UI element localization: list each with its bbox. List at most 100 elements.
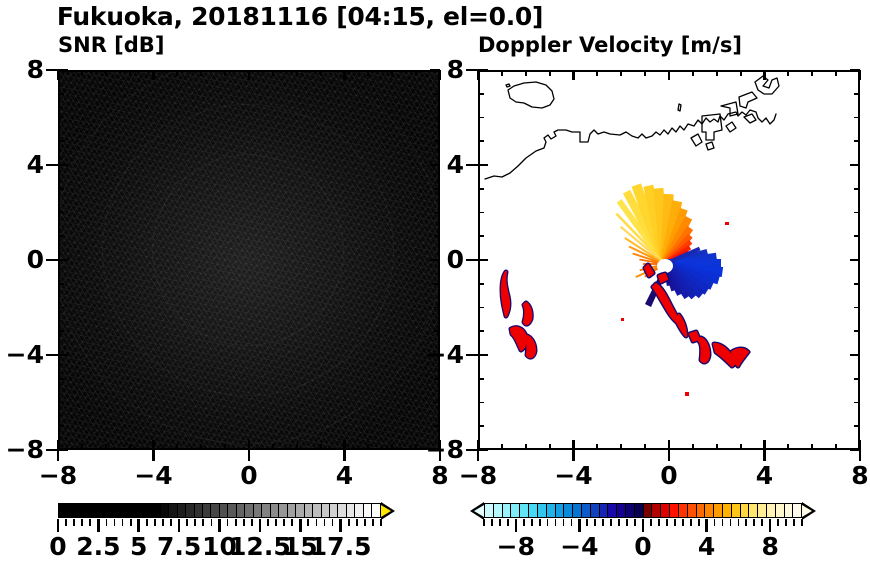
- y-axis-tick-label: 8: [446, 55, 464, 84]
- colorbar-swatch: [185, 504, 194, 517]
- colorbar-minor-tick: [242, 519, 245, 526]
- colorbar-swatch: [660, 504, 670, 517]
- y-axis-minor-tick: [478, 401, 484, 404]
- y-axis-minor-tick: [478, 92, 484, 95]
- colorbar-swatch: [686, 504, 696, 517]
- colorbar-swatch: [774, 504, 784, 517]
- colorbar-swatch: [74, 504, 84, 517]
- x-axis-minor-tick: [415, 444, 418, 450]
- colorbar-minor-tick: [65, 519, 67, 526]
- colorbar-minor-tick: [307, 519, 310, 526]
- colorbar-swatch: [108, 504, 118, 517]
- y-axis-major-tick: [58, 448, 68, 452]
- x-axis-major-tick: [667, 70, 671, 80]
- x-axis-tick-label: 0: [240, 461, 258, 490]
- x-axis-major-tick: [572, 440, 575, 450]
- colorbar-minor-tick: [291, 519, 294, 526]
- colorbar-swatch: [598, 504, 608, 517]
- snr-colorbar-gradient[interactable]: [58, 503, 381, 518]
- y-axis-major-tick-outer: [466, 353, 478, 357]
- colorbar-minor-tick: [483, 519, 485, 526]
- colorbar-minor-tick: [673, 519, 676, 526]
- colorbar-swatch: [218, 504, 228, 517]
- colorbar-minor-tick: [162, 519, 164, 526]
- x-axis-minor-tick: [176, 70, 179, 76]
- y-axis-major-tick: [478, 258, 488, 262]
- colorbar-minor-tick: [283, 519, 285, 526]
- x-axis-major-tick: [56, 440, 60, 450]
- colorbar-swatch: [492, 504, 502, 517]
- x-axis-major-tick: [572, 70, 575, 80]
- colorbar-swatch: [210, 504, 219, 517]
- x-axis-minor-tick: [271, 444, 274, 450]
- y-axis-major-tick: [850, 68, 860, 72]
- colorbar-swatch: [739, 504, 749, 517]
- colorbar-tick-label: −8: [496, 532, 535, 561]
- colorbar-minor-tick: [721, 519, 724, 526]
- colorbar-minor-tick: [530, 519, 533, 526]
- colorbar-minor-tick: [665, 519, 668, 526]
- colorbar-swatch: [286, 504, 296, 517]
- snr-colorbar[interactable]: [58, 502, 395, 521]
- y-axis-minor-tick: [58, 235, 64, 238]
- y-axis-major-tick: [430, 258, 440, 262]
- colorbar-swatch: [100, 504, 109, 517]
- doppler-speckle: [621, 222, 729, 396]
- doppler-colorbar[interactable]: [470, 502, 830, 521]
- y-axis-minor-tick: [854, 211, 860, 214]
- y-axis-tick-label: 0: [446, 245, 464, 274]
- x-axis-minor-tick: [224, 70, 227, 76]
- colorbar-swatch: [485, 504, 493, 517]
- snr-panel-title: SNR [dB]: [58, 33, 165, 57]
- colorbar-minor-tick: [113, 519, 116, 526]
- y-axis-minor-tick: [58, 425, 64, 428]
- colorbar-swatch: [142, 504, 152, 517]
- colorbar-swatch: [193, 504, 202, 517]
- colorbar-major-tick: [258, 519, 262, 532]
- y-axis-major-tick: [478, 353, 488, 357]
- y-axis-major-tick-outer: [46, 448, 58, 452]
- colorbar-swatch: [607, 504, 617, 517]
- colorbar-tick-label: 8: [761, 532, 779, 561]
- x-axis-minor-tick: [811, 444, 814, 450]
- colorbar-minor-tick: [681, 519, 684, 526]
- colorbar-minor-tick: [554, 519, 557, 526]
- colorbar-swatch: [528, 504, 537, 517]
- y-axis-major-tick: [478, 68, 488, 72]
- x-axis-minor-tick: [104, 444, 107, 450]
- x-axis-tick-label: −8: [38, 461, 78, 490]
- colorbar-tick-label: 0: [49, 532, 67, 561]
- x-axis-tick-label: 0: [660, 461, 678, 490]
- colorbar-swatch: [677, 504, 687, 517]
- doppler-colorbar-gradient[interactable]: [484, 503, 802, 518]
- y-axis-minor-tick: [434, 377, 440, 380]
- colorbar-swatch: [651, 504, 661, 517]
- y-axis-tick-label: 4: [446, 150, 464, 179]
- x-axis-major-tick-outer: [858, 450, 862, 461]
- x-axis-tick-label: −8: [458, 461, 498, 490]
- colorbar-minor-tick: [250, 519, 253, 526]
- colorbar-swatch: [278, 504, 287, 517]
- x-axis-minor-tick: [367, 70, 370, 76]
- x-axis-major-tick: [858, 440, 862, 450]
- colorbar-tick-label: 10: [202, 532, 237, 561]
- y-axis-major-tick: [850, 448, 860, 452]
- y-axis-major-tick: [850, 353, 860, 357]
- doppler-plot-panel[interactable]: [478, 70, 860, 450]
- doppler-overlay: [484, 75, 780, 396]
- y-axis-minor-tick: [854, 116, 860, 119]
- x-axis-minor-tick: [620, 444, 623, 450]
- colorbar-swatch: [536, 504, 546, 517]
- y-axis-minor-tick: [854, 330, 860, 333]
- colorbar-swatch: [572, 504, 581, 517]
- x-axis-minor-tick: [128, 70, 131, 76]
- x-axis-minor-tick: [787, 70, 790, 76]
- colorbar-minor-tick: [570, 519, 573, 526]
- colorbar-swatch: [362, 504, 372, 517]
- snr-plot-panel[interactable]: [58, 70, 440, 450]
- colorbar-swatch: [66, 504, 75, 517]
- colorbar-swatch: [337, 504, 346, 517]
- colorbar-tick-label: 17.5: [309, 532, 372, 561]
- x-axis-major-tick: [247, 70, 251, 80]
